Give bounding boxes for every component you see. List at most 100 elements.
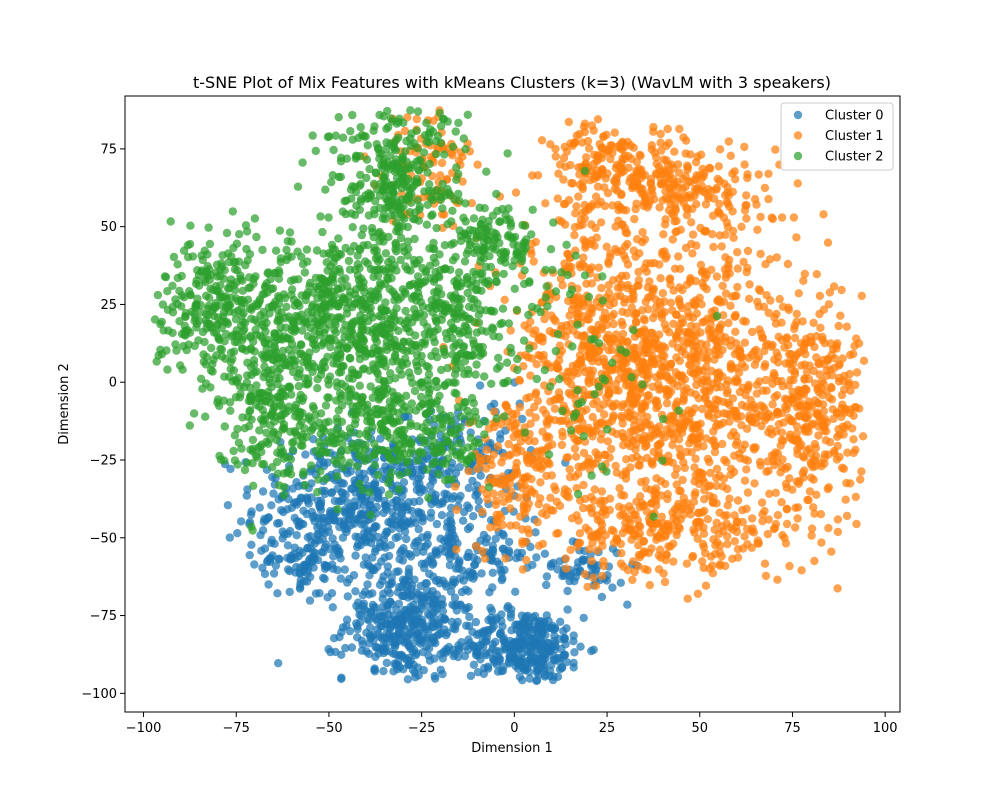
scatter-point bbox=[540, 549, 550, 558]
scatter-point bbox=[236, 517, 246, 526]
scatter-point bbox=[464, 587, 473, 596]
scatter-point bbox=[384, 258, 393, 267]
scatter-point bbox=[542, 471, 551, 481]
scatter-point bbox=[605, 388, 614, 397]
scatter-point bbox=[398, 556, 408, 565]
scatter-point bbox=[760, 559, 770, 568]
scatter-point bbox=[431, 576, 441, 585]
scatter-point bbox=[370, 522, 380, 531]
scatter-point bbox=[611, 461, 620, 471]
scatter-point bbox=[557, 663, 567, 673]
scatter-point bbox=[454, 652, 463, 662]
scatter-point bbox=[632, 199, 641, 208]
scatter-point bbox=[596, 218, 606, 227]
scatter-point bbox=[720, 455, 729, 465]
scatter-point bbox=[550, 404, 560, 413]
scatter-point bbox=[496, 629, 505, 638]
scatter-point bbox=[422, 361, 431, 371]
scatter-point bbox=[372, 337, 381, 347]
scatter-point bbox=[824, 523, 833, 533]
scatter-point bbox=[792, 429, 801, 438]
scatter-point bbox=[258, 487, 268, 496]
scatter-point bbox=[546, 397, 555, 406]
scatter-point bbox=[451, 564, 461, 573]
scatter-point bbox=[437, 511, 447, 520]
scatter-point bbox=[745, 280, 754, 289]
scatter-point bbox=[668, 508, 677, 517]
scatter-point bbox=[361, 536, 370, 545]
scatter-point bbox=[517, 548, 527, 558]
scatter-point bbox=[363, 614, 372, 624]
scatter-point bbox=[290, 498, 299, 508]
scatter-point bbox=[445, 561, 455, 570]
scatter-point bbox=[669, 211, 678, 221]
scatter-point bbox=[274, 518, 284, 528]
scatter-point bbox=[372, 502, 381, 511]
scatter-point bbox=[785, 474, 794, 483]
scatter-point bbox=[535, 636, 545, 645]
scatter-point bbox=[706, 320, 715, 329]
scatter-point bbox=[368, 328, 377, 337]
scatter-point bbox=[681, 172, 690, 181]
scatter-point bbox=[724, 191, 733, 200]
scatter-point bbox=[690, 421, 699, 430]
scatter-point bbox=[315, 500, 324, 510]
scatter-point bbox=[323, 593, 332, 602]
scatter-point bbox=[505, 651, 515, 660]
scatter-point bbox=[794, 289, 803, 298]
scatter-point bbox=[773, 511, 783, 520]
scatter-point bbox=[319, 249, 328, 258]
scatter-point bbox=[370, 665, 379, 674]
scatter-point bbox=[740, 142, 749, 152]
scatter-point bbox=[703, 515, 712, 524]
scatter-point bbox=[415, 488, 425, 497]
scatter-point bbox=[597, 496, 606, 505]
scatter-point bbox=[823, 238, 833, 247]
scatter-point bbox=[351, 551, 360, 560]
scatter-point bbox=[841, 495, 850, 504]
scatter-point bbox=[629, 384, 638, 393]
scatter-point bbox=[768, 379, 777, 388]
scatter-point bbox=[699, 563, 708, 573]
scatter-point bbox=[503, 602, 513, 611]
scatter-point bbox=[684, 505, 693, 515]
scatter-point bbox=[812, 332, 821, 341]
scatter-point bbox=[468, 627, 477, 637]
scatter-point bbox=[741, 391, 750, 400]
scatter-point bbox=[617, 490, 626, 500]
scatter-point bbox=[743, 170, 752, 179]
scatter-point bbox=[777, 498, 786, 507]
scatter-point bbox=[664, 138, 673, 148]
scatter-point bbox=[539, 405, 548, 415]
scatter-point bbox=[606, 252, 615, 262]
scatter-point bbox=[383, 562, 392, 571]
scatter-point bbox=[415, 496, 424, 506]
scatter-point bbox=[458, 152, 467, 161]
scatter-point bbox=[642, 484, 651, 493]
scatter-point bbox=[329, 277, 338, 287]
scatter-point bbox=[530, 611, 540, 621]
scatter-point bbox=[616, 578, 625, 587]
scatter-point bbox=[486, 648, 495, 657]
scatter-point bbox=[513, 637, 522, 647]
scatter-point bbox=[634, 267, 643, 277]
scatter-point bbox=[683, 594, 692, 603]
scatter-point bbox=[378, 576, 387, 585]
scatter-point bbox=[278, 527, 287, 536]
scatter-point bbox=[686, 434, 696, 443]
scatter-point bbox=[640, 431, 649, 440]
scatter-point bbox=[697, 174, 706, 183]
scatter-point bbox=[641, 297, 650, 307]
scatter-point bbox=[473, 648, 482, 657]
scatter-point bbox=[632, 392, 642, 401]
scatter-point bbox=[549, 672, 558, 681]
scatter-point bbox=[676, 225, 685, 234]
scatter-point bbox=[849, 448, 858, 458]
scatter-point bbox=[500, 295, 509, 304]
scatter-point bbox=[487, 606, 497, 616]
scatter-point bbox=[469, 660, 479, 669]
scatter-point bbox=[552, 497, 561, 506]
scatter-point bbox=[748, 327, 757, 337]
scatter-point bbox=[672, 334, 681, 343]
scatter-point bbox=[728, 525, 737, 534]
